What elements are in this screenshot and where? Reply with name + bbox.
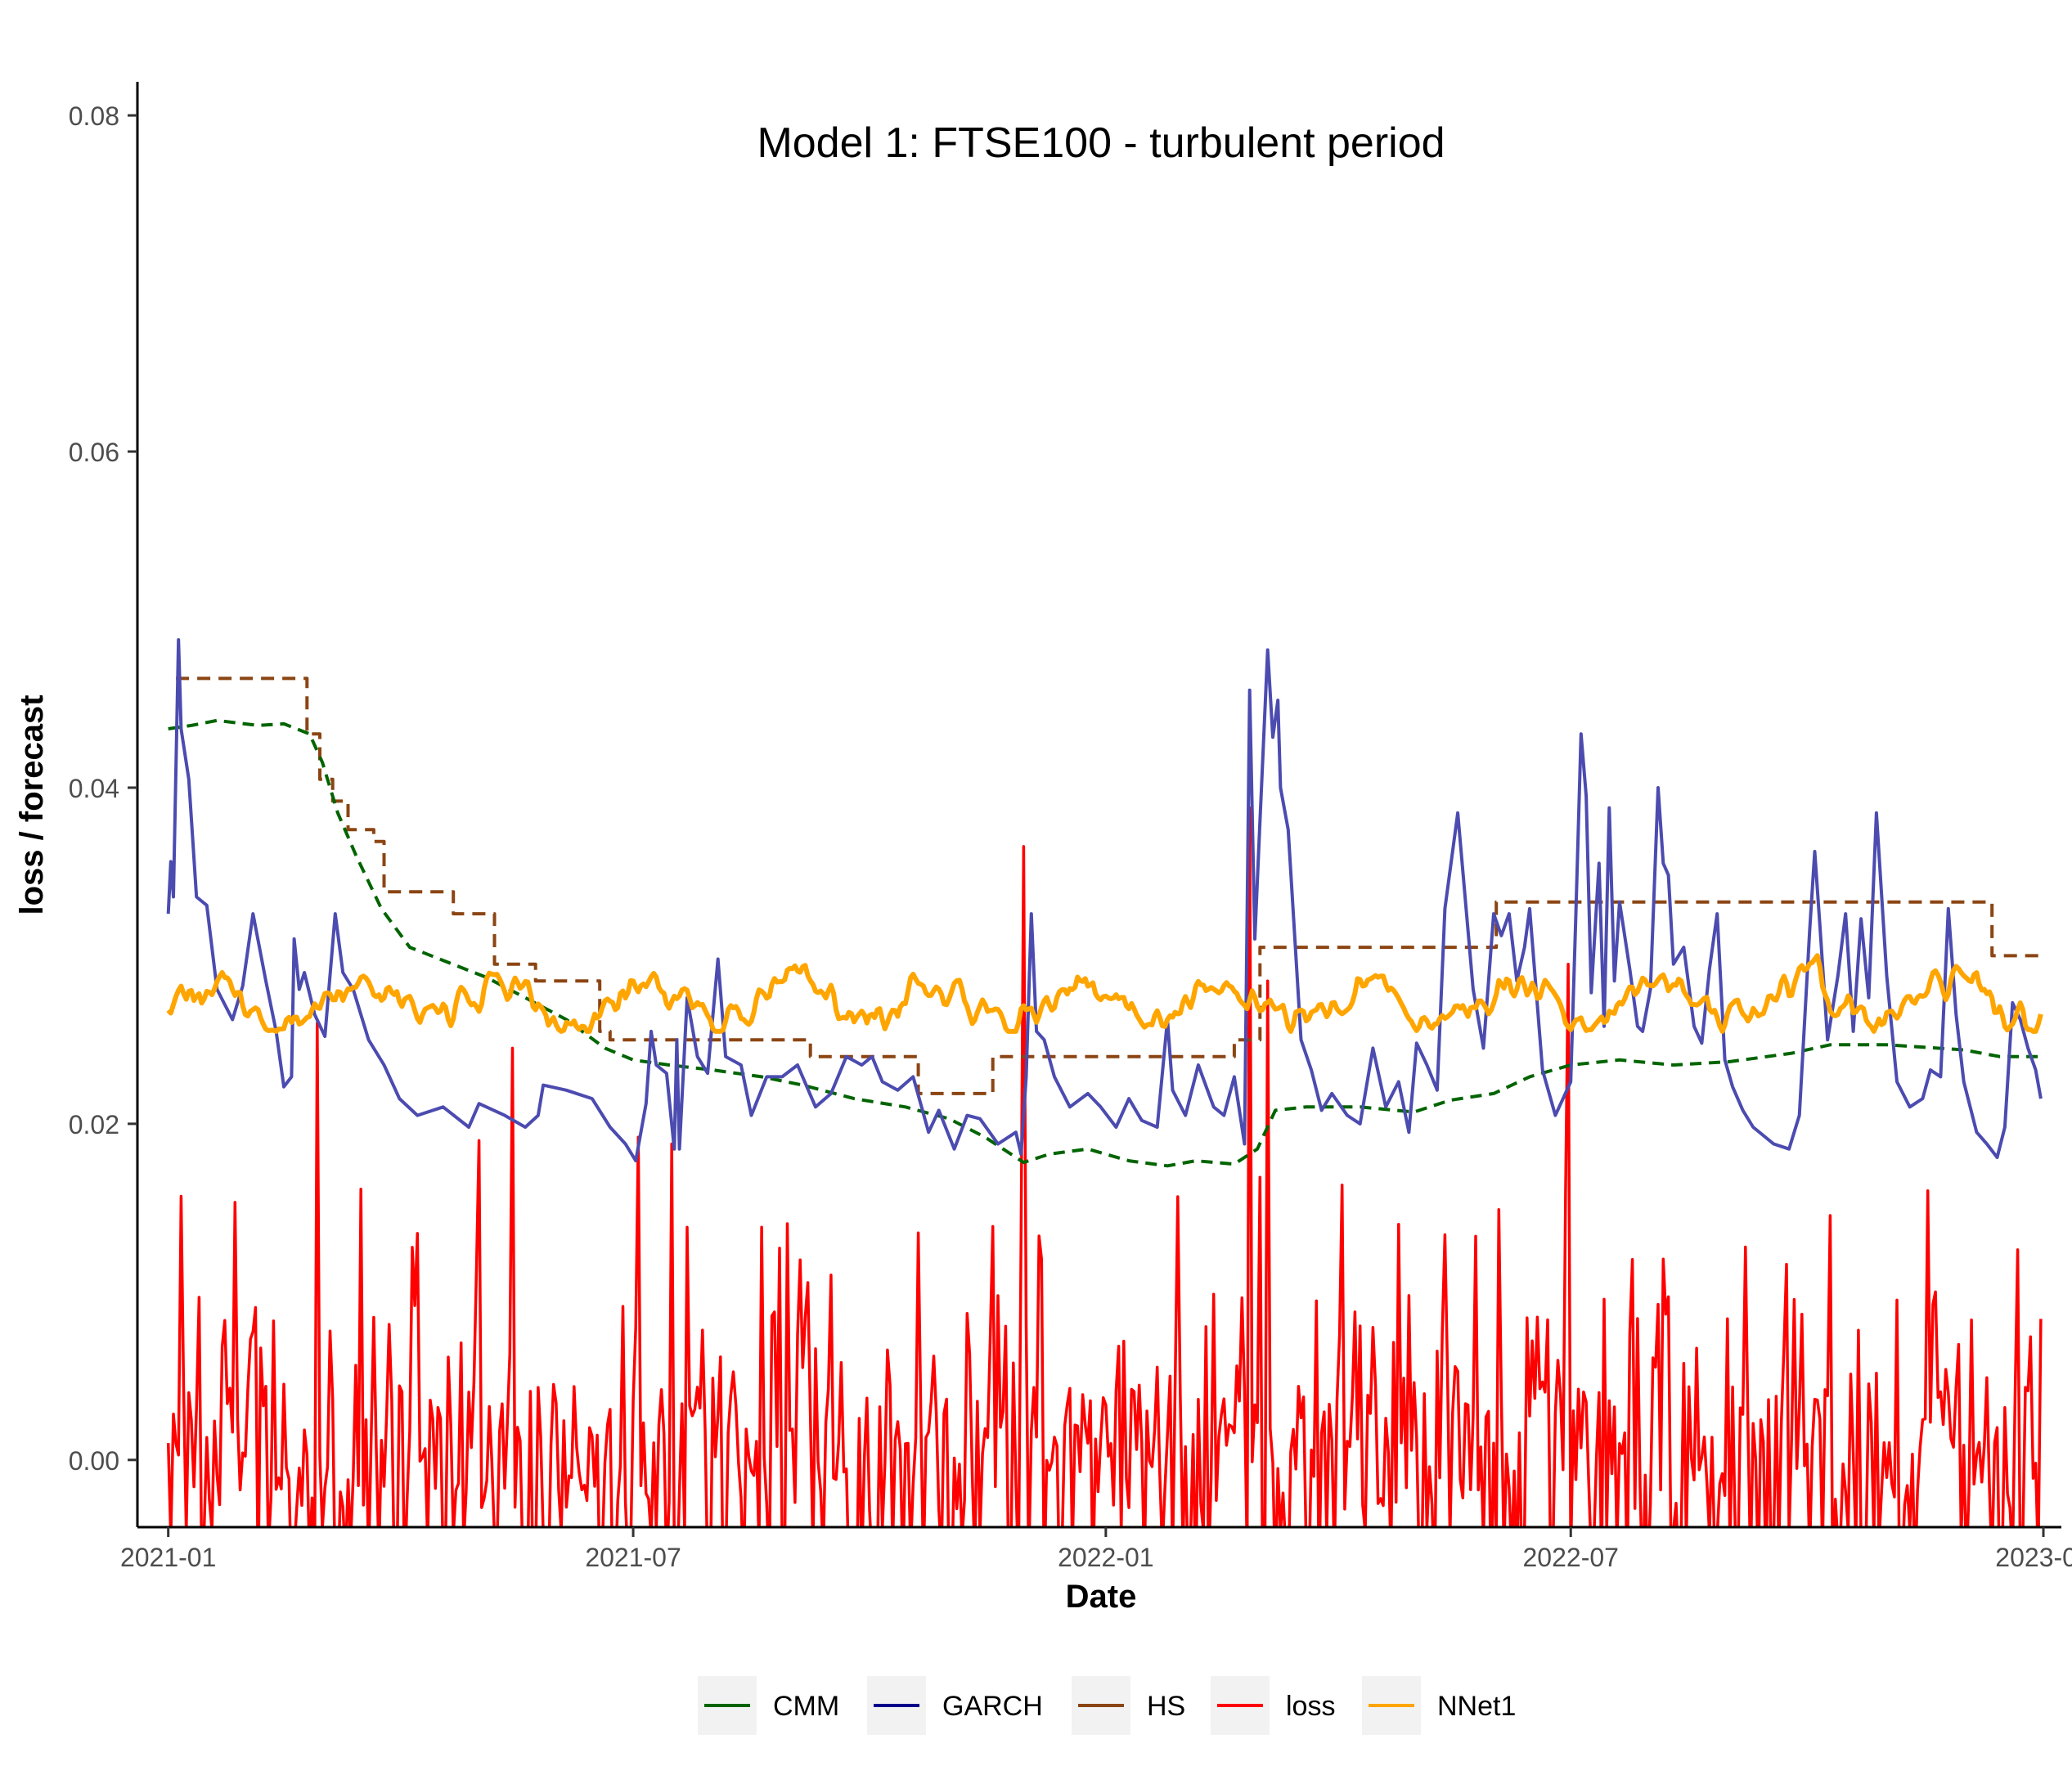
y-axis-title: loss / forecast [14, 694, 50, 914]
series-line-loss [166, 806, 2043, 1527]
x-tick-label: 2022-07 [1523, 1543, 1619, 1572]
legend-label: CMM [773, 1691, 839, 1722]
legend-label: loss [1286, 1691, 1335, 1722]
x-tick-label: 2022-01 [1058, 1543, 1153, 1572]
y-tick-label: 0.04 [69, 774, 119, 803]
x-axis: 2021-01 2021-07 2022-01 2022-07 2023-01 [120, 1527, 2072, 1572]
y-axis: 0.00 0.02 0.04 0.06 0.08 [69, 101, 137, 1476]
x-tick-label: 2021-07 [585, 1543, 681, 1572]
series-line-nnet1 [166, 953, 2043, 1034]
series-layer [166, 638, 2043, 1527]
legend-item-hs: HS [1072, 1676, 1185, 1735]
legend-item-loss: loss [1211, 1676, 1335, 1735]
legend-item-cmm: CMM [698, 1676, 839, 1735]
y-tick-label: 0.00 [69, 1446, 119, 1476]
legend-label: GARCH [942, 1691, 1043, 1722]
legend-item-garch: GARCH [867, 1676, 1043, 1735]
legend-label: NNet1 [1437, 1691, 1516, 1722]
x-tick-label: 2023-01 [1995, 1543, 2072, 1572]
y-tick-label: 0.08 [69, 101, 119, 131]
y-tick-label: 0.02 [69, 1110, 119, 1139]
series-line-garch [166, 638, 2043, 1163]
legend-item-nnet1: NNet1 [1362, 1676, 1516, 1735]
y-tick-label: 0.06 [69, 438, 119, 467]
legend: CMM GARCH HS loss NNet1 [698, 1676, 1516, 1735]
chart-title: Model 1: FTSE100 - turbulent period [757, 119, 1445, 167]
x-axis-title: Date [1066, 1579, 1137, 1615]
x-tick-label: 2021-01 [120, 1543, 216, 1572]
series-line-cmm [168, 718, 2038, 1168]
legend-label: HS [1147, 1691, 1185, 1722]
